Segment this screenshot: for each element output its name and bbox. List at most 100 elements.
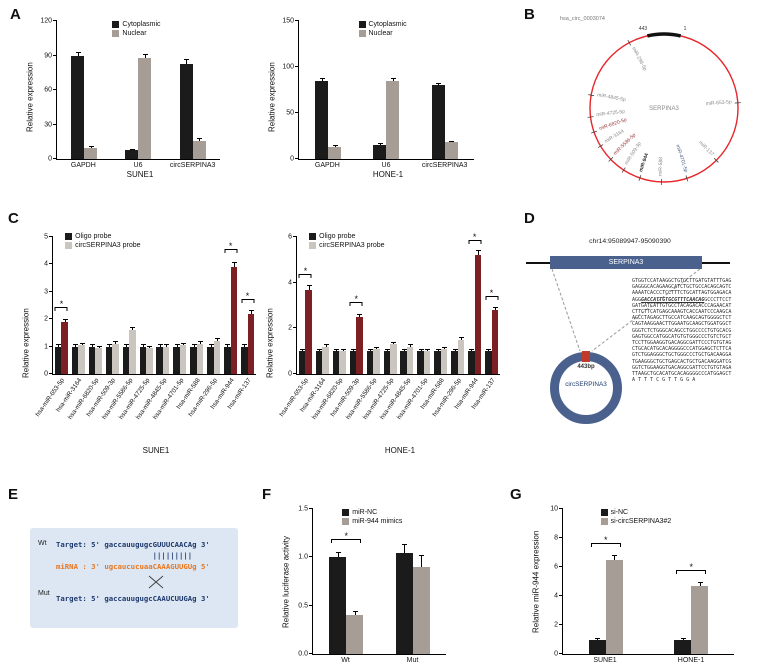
y-tick-label: 2 (554, 621, 558, 629)
legend-item: Nuclear (358, 30, 407, 37)
y-tick-label: 1 (44, 343, 48, 351)
bar-slot (112, 237, 119, 374)
bar-group (331, 237, 348, 374)
sequence-line: GGTCTGGAAGGTGACAGGCGATTCCTGTGTAGA (632, 364, 732, 371)
bar (112, 343, 119, 374)
error-bar (418, 348, 424, 352)
error-bar (323, 344, 329, 347)
panel-label-b: B (524, 6, 535, 23)
bar-slot (71, 237, 79, 374)
mirna-label: miR-137 (697, 140, 715, 158)
bar-slot (71, 21, 85, 159)
bar (339, 351, 346, 374)
bar-group (348, 237, 365, 374)
error-bar (90, 344, 96, 347)
x-category-label: Wt (341, 657, 350, 664)
y-tick-label: 10 (550, 505, 558, 513)
plot-area: 0.0 0.5 1.0 1.5 * miR-NC miR-944 mimics (298, 506, 446, 658)
y-tick-label: 0 (48, 155, 52, 163)
significance-bracket (349, 301, 363, 306)
y-tick-mark (53, 54, 57, 56)
plot-area: 0 2 4 6 8 10 * * si-NC si-circSERPINA3#2 (550, 506, 734, 658)
bar-group (205, 237, 222, 374)
x-axis-label: HONE-1 (384, 446, 416, 455)
bar-slot (207, 237, 214, 374)
bar-slot (349, 237, 357, 374)
y-tick-label: 1.5 (298, 505, 308, 513)
legend: Cytoplasmic Nuclear (358, 21, 407, 37)
legend-label: Cytoplasmic (368, 21, 407, 28)
error-bar (231, 261, 237, 268)
significance-bracket (54, 306, 68, 311)
gene-label: SERPINA3 (608, 259, 644, 266)
x-category-label: HONE-1 (677, 657, 705, 664)
bar (196, 343, 204, 374)
error-bar (680, 638, 686, 640)
error-bar (419, 555, 425, 567)
error-bar (181, 343, 187, 346)
y-tick-mark (53, 123, 57, 125)
error-bar (391, 342, 397, 345)
mirna-binding-site-box: Wt Mut Target: 5' gaccauugugcGUUUCAACAg … (30, 528, 238, 628)
y-tick-label: 0.5 (298, 602, 308, 610)
significance-bracket (331, 538, 362, 543)
x-category-label: circSERPINA3 (169, 162, 216, 169)
significance-star: * (344, 530, 348, 541)
y-tick-mark (49, 373, 53, 374)
error-bar (174, 344, 180, 347)
legend-label: miR-944 mimics (352, 518, 403, 525)
bar-group (432, 237, 449, 374)
error-bar (459, 337, 464, 340)
sequence-line: CTGCACATGCACAGGGGCCCATGGAGCTCTTCA (632, 346, 732, 353)
bar (386, 80, 400, 159)
y-tick-mark (49, 345, 53, 347)
bar-slot (298, 237, 306, 374)
bar-groups (563, 509, 734, 654)
error-bar (142, 54, 148, 58)
bar-slot (179, 237, 187, 374)
bar-slot (406, 237, 414, 374)
bar (71, 346, 79, 374)
sequence-line: CAGTAAGGAACTTGGAATGCAAGCTGGATGGCT (632, 321, 732, 328)
bar-slot (224, 237, 231, 374)
bar-slot (88, 237, 96, 374)
legend-swatch (600, 509, 608, 516)
bar-group (449, 237, 466, 374)
panel-label-e: E (8, 486, 19, 503)
bar-slot (412, 509, 430, 654)
bar-group (365, 237, 382, 374)
bar (162, 346, 170, 374)
bar-group (382, 237, 399, 374)
bar (71, 55, 85, 159)
bar-slot (190, 237, 197, 374)
bar (61, 321, 68, 374)
bar-groups (57, 21, 220, 159)
y-tick-label: 4 (288, 279, 292, 287)
base-pairing-bars: ||||||||| (152, 551, 193, 560)
bar-slot (173, 237, 180, 374)
bar-groups (53, 237, 256, 374)
sequence-line: TCCTTGGAAGGTGACAGGCGATTCCCTGTGTAG (632, 340, 732, 347)
bar-slot (192, 21, 206, 159)
legend-label: si-NC (610, 509, 629, 516)
legend-label: Nuclear (122, 30, 147, 37)
legend-item: Oligo probe (309, 233, 384, 240)
bar-group (416, 21, 474, 159)
y-tick-label: 8 (554, 534, 558, 542)
bar (400, 351, 407, 374)
y-tick-mark (293, 373, 297, 374)
bar-group (87, 237, 104, 374)
backsplice-dashed-lines (551, 269, 701, 352)
bar-slot (373, 21, 387, 159)
bar-slot (444, 21, 458, 159)
bar-slot (674, 509, 692, 654)
mirna-tick (591, 130, 597, 134)
mirna-label: miR-588 (658, 157, 665, 176)
bar (444, 142, 458, 159)
y-tick-mark (559, 566, 563, 567)
mirna-label: miR-4845-5p (597, 92, 627, 103)
bar (156, 346, 163, 374)
circrna-formation-diagram: chr14:95089947-95090390 SERPINA3 443bp c… (520, 230, 776, 442)
error-bar (300, 348, 306, 352)
